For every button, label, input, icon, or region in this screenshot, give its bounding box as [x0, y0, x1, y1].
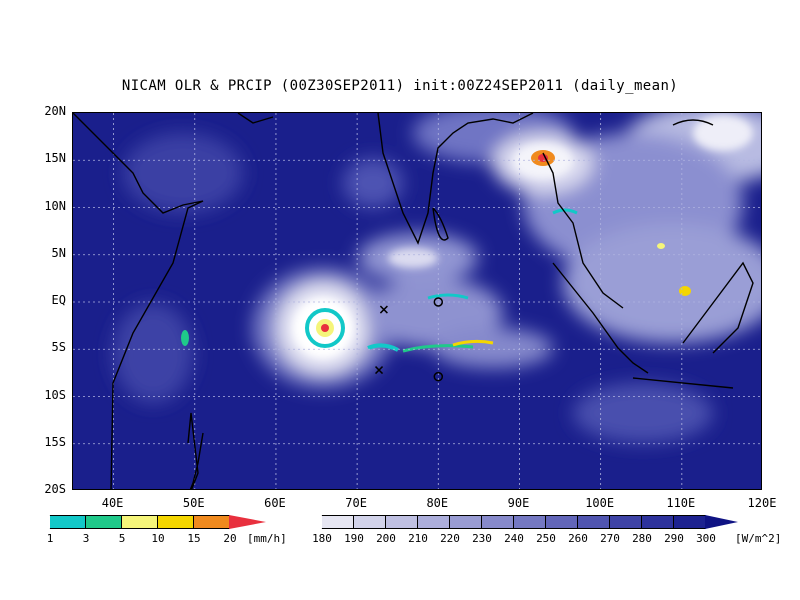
olr-colorbar-cells [289, 515, 738, 529]
olr-colorbar-cell [417, 515, 450, 529]
cross-icon [379, 305, 388, 314]
lon-tick-label: 40E [101, 496, 124, 510]
precip-colorbar-cell [157, 515, 194, 529]
olr-colorbar-tick: 240 [504, 532, 524, 545]
olr-colorbar-cell [513, 515, 546, 529]
precip-colorbar-cell [49, 515, 86, 529]
olr-colorbar-tick: 250 [536, 532, 556, 545]
precip-colorbar-tick: 1 [46, 532, 54, 545]
coastlines [73, 113, 754, 489]
olr-colorbar-cell [353, 515, 386, 529]
lat-tick-label: 20S [44, 482, 66, 496]
precip-colorbar-tick: 5 [118, 532, 126, 545]
lon-tick-label: 70E [345, 496, 367, 510]
precip-colorbar-cell [193, 515, 230, 529]
circle-icon [433, 371, 444, 382]
lon-tick-label: 80E [426, 496, 449, 510]
cloud-field [113, 113, 761, 443]
olr-colorbar-cell [609, 515, 642, 529]
olr-colorbar-cell [577, 515, 610, 529]
precip-colorbar-tick: 20 [223, 532, 237, 545]
lat-tick-label: 15S [44, 434, 66, 449]
olr-colorbar-tick: 180 [312, 532, 332, 545]
olr-colorbar-cell [321, 515, 354, 529]
olr-colorbar-cell [385, 515, 418, 529]
map-title: NICAM OLR & PRCIP (00Z30SEP2011) init:00… [121, 78, 679, 94]
lat-lon-grid [73, 113, 761, 489]
precip-colorbar-unit: [mm/h] [247, 532, 287, 545]
olr-colorbar-tick: 270 [600, 532, 620, 545]
olr-colorbar-cell [481, 515, 514, 529]
olr-colorbar-tick: 280 [632, 532, 652, 545]
precip-colorbar-cell [229, 515, 266, 529]
olr-colorbar-tick: 200 [376, 532, 396, 545]
precip-colorbar-tick: 15 [187, 532, 201, 545]
lat-tick-label: 15N [44, 151, 66, 166]
map-panel [72, 112, 762, 490]
cross-icon [375, 366, 384, 375]
lat-tick-label: 5N [51, 245, 66, 260]
circle-icon [433, 297, 444, 307]
precip-colorbar-tick: 10 [151, 532, 165, 545]
olr-colorbar-tick: 230 [472, 532, 492, 545]
lon-tick-label: 90E [507, 496, 530, 510]
precip-colorbar-cell [121, 515, 158, 529]
lon-tick-label: 120E [747, 496, 777, 510]
olr-colorbar-cell [289, 515, 322, 529]
olr-colorbar-cell [449, 515, 482, 529]
lat-tick-label: 10N [44, 198, 66, 213]
olr-colorbar-unit: [W/m^2] [735, 532, 782, 545]
olr-colorbar-tick: 300 [696, 532, 716, 545]
precip-colorbar-tick: 3 [82, 532, 90, 545]
precip-colorbar-cell [85, 515, 122, 529]
lat-tick-label: EQ [51, 293, 66, 307]
markers-layer [375, 297, 444, 382]
olr-precip-map [73, 113, 761, 489]
olr-colorbar-tick: 260 [568, 532, 588, 545]
lat-tick-label: 5S [51, 340, 66, 355]
lon-tick-label: 50E [182, 496, 205, 510]
lon-tick-label: 100E [585, 496, 615, 510]
lon-tick-label: 110E [666, 496, 696, 510]
lat-tick-label: 10S [44, 387, 66, 402]
olr-colorbar-cell [545, 515, 578, 529]
olr-colorbar-cell [673, 515, 706, 529]
precip-colorbar-cells [13, 515, 266, 529]
precip-colorbar-cell [13, 515, 50, 529]
olr-colorbar-tick: 290 [664, 532, 684, 545]
olr-colorbar-tick: 220 [440, 532, 460, 545]
lon-tick-label: 60E [264, 496, 286, 510]
olr-colorbar-tick: 210 [408, 532, 428, 545]
olr-colorbar-tick: 190 [344, 532, 364, 545]
lat-tick-label: 20N [44, 104, 66, 118]
olr-colorbar-cell [641, 515, 674, 529]
olr-colorbar-cell [705, 515, 738, 529]
